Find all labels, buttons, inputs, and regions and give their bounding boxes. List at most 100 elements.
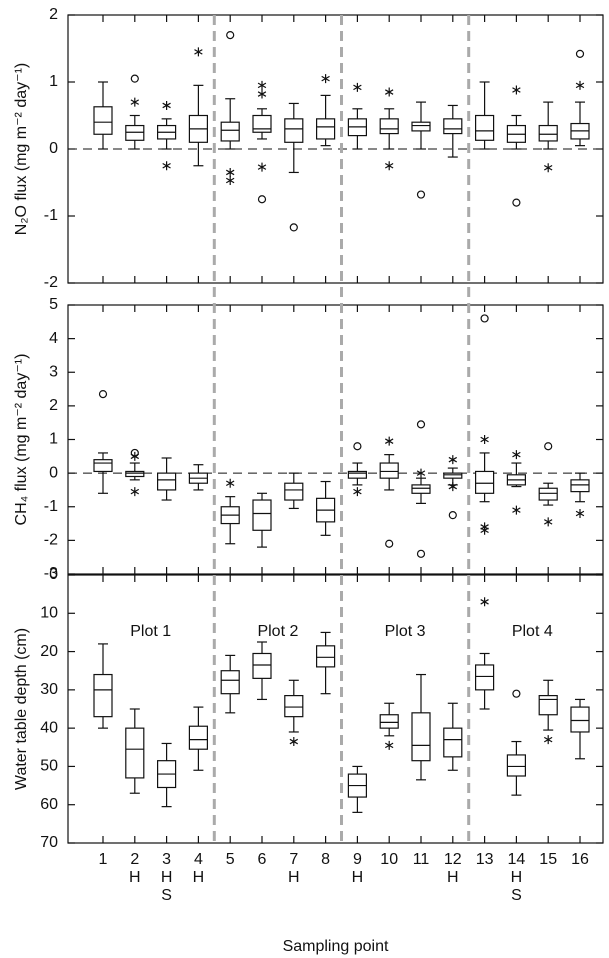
extreme: [384, 740, 394, 750]
box-plot: [93, 81, 113, 150]
plot-label: Plot 3: [385, 623, 426, 640]
y-tick-label: 30: [40, 681, 58, 698]
box: [443, 118, 463, 135]
box-plot: [125, 74, 145, 150]
box-plot: [316, 480, 336, 536]
extreme: [257, 162, 267, 172]
extreme: [225, 478, 235, 488]
x-tick-label: 16: [571, 851, 589, 868]
extreme: [480, 597, 489, 607]
outlier: [575, 49, 585, 58]
box: [347, 470, 367, 479]
extreme: [162, 161, 171, 171]
x-tick-label: 11: [413, 851, 430, 868]
box: [252, 114, 272, 133]
box: [379, 714, 399, 729]
box: [220, 670, 240, 695]
box-plot: [220, 654, 240, 714]
extreme: [130, 97, 140, 107]
box-plot: [411, 101, 431, 199]
outlier: [544, 442, 553, 451]
box-plot: [379, 436, 399, 548]
box-plot: [188, 706, 208, 771]
y-tick-label: 2: [49, 397, 58, 414]
extreme: [257, 80, 267, 90]
box-plot: [570, 49, 590, 147]
x-tick-label: 7: [289, 851, 298, 868]
y-tick-label: -2: [44, 274, 58, 291]
extreme: [130, 487, 140, 497]
extreme: [512, 85, 521, 95]
extreme: [448, 482, 458, 492]
y-tick-label: 1: [49, 431, 58, 448]
extreme: [448, 455, 458, 465]
x-tick-label: 12: [444, 851, 462, 868]
box-plot: [347, 442, 367, 497]
x-tick-label: 15: [539, 851, 557, 868]
extreme: [194, 47, 203, 57]
y-axis-title: Water table depth (cm): [13, 628, 30, 790]
outlier: [512, 198, 521, 207]
outlier: [512, 689, 521, 698]
outlier: [480, 314, 489, 323]
box-plot: [538, 101, 558, 173]
y-tick-label: 60: [40, 796, 58, 813]
extreme: [384, 436, 394, 446]
box-plot: [347, 82, 367, 150]
box: [316, 645, 336, 668]
box-plot: [443, 455, 463, 520]
box-plot: [93, 390, 113, 494]
outlier: [98, 390, 108, 399]
outlier: [416, 190, 426, 199]
y-tick-label: 0: [49, 566, 58, 583]
box: [220, 121, 240, 142]
x-tick-label: H: [193, 869, 205, 886]
box-plot: [475, 314, 495, 535]
outlier: [385, 539, 394, 548]
box: [411, 712, 431, 762]
box: [188, 725, 208, 750]
box-plot: [411, 420, 431, 558]
box-plot: [157, 100, 177, 171]
box: [379, 462, 399, 479]
box: [506, 754, 526, 777]
box: [570, 479, 590, 493]
box-plot: [157, 742, 177, 808]
x-tick-label: S: [161, 887, 172, 904]
y-tick-label: -1: [44, 207, 58, 224]
box: [538, 124, 558, 142]
plot-label: Plot 2: [257, 623, 298, 640]
box-plot: [188, 464, 208, 491]
x-tick-label: 5: [226, 851, 235, 868]
box: [284, 118, 304, 143]
box-plot: [538, 679, 558, 745]
box: [443, 727, 463, 758]
extreme: [384, 161, 394, 171]
box: [125, 470, 145, 478]
x-tick-label: H: [129, 869, 141, 886]
box: [93, 673, 113, 718]
box: [475, 664, 495, 691]
extreme: [289, 737, 299, 747]
plot-frame: [67, 304, 604, 575]
extreme: [480, 525, 489, 535]
outlier: [416, 420, 426, 429]
x-tick-label: 6: [258, 851, 267, 868]
box-plot: [506, 450, 526, 515]
box-plot: [475, 597, 495, 710]
extreme: [353, 487, 362, 497]
box-plot: [570, 698, 590, 760]
box-plot: [252, 80, 272, 204]
plot-label: Plot 4: [512, 623, 553, 640]
box-plot: [125, 448, 145, 497]
box-plot: [284, 102, 304, 232]
box-plot: [284, 472, 304, 510]
box: [125, 124, 145, 141]
box: [379, 118, 399, 135]
box: [475, 114, 495, 141]
box-plot: [188, 47, 208, 167]
outlier: [226, 30, 235, 40]
box: [538, 487, 558, 501]
box-plot: [443, 104, 463, 158]
